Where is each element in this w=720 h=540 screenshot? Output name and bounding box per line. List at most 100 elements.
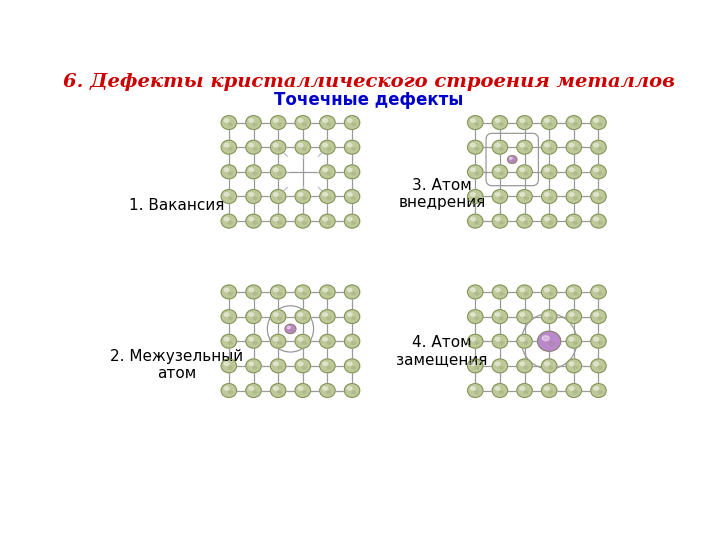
Ellipse shape xyxy=(249,387,253,390)
Ellipse shape xyxy=(520,144,525,147)
Ellipse shape xyxy=(344,334,360,348)
Ellipse shape xyxy=(500,391,503,394)
Ellipse shape xyxy=(246,214,261,228)
Ellipse shape xyxy=(520,193,525,196)
Ellipse shape xyxy=(500,366,503,369)
Ellipse shape xyxy=(566,359,582,373)
Ellipse shape xyxy=(249,313,253,316)
Text: 3. Атом
внедрения: 3. Атом внедрения xyxy=(399,178,486,211)
Ellipse shape xyxy=(348,144,352,147)
Text: 4. Атом
замещения: 4. Атом замещения xyxy=(397,335,488,367)
Ellipse shape xyxy=(295,359,310,373)
Ellipse shape xyxy=(320,214,335,228)
Ellipse shape xyxy=(495,313,500,316)
Ellipse shape xyxy=(524,197,528,200)
Ellipse shape xyxy=(590,214,606,228)
Ellipse shape xyxy=(221,359,237,373)
Ellipse shape xyxy=(520,387,525,390)
Ellipse shape xyxy=(467,140,483,154)
Ellipse shape xyxy=(492,285,508,299)
Ellipse shape xyxy=(570,144,574,147)
Ellipse shape xyxy=(221,334,237,348)
Ellipse shape xyxy=(298,193,303,196)
Ellipse shape xyxy=(320,165,335,179)
Ellipse shape xyxy=(570,288,574,292)
Ellipse shape xyxy=(566,309,582,323)
Ellipse shape xyxy=(520,288,525,292)
Ellipse shape xyxy=(594,119,598,122)
Ellipse shape xyxy=(295,140,310,154)
Ellipse shape xyxy=(594,193,598,196)
Ellipse shape xyxy=(327,391,331,394)
Ellipse shape xyxy=(471,362,475,366)
Ellipse shape xyxy=(566,214,582,228)
Ellipse shape xyxy=(344,190,360,204)
Ellipse shape xyxy=(298,338,303,341)
Ellipse shape xyxy=(542,336,549,341)
Ellipse shape xyxy=(510,157,512,159)
Ellipse shape xyxy=(570,119,574,122)
Ellipse shape xyxy=(351,197,356,200)
Ellipse shape xyxy=(475,292,479,295)
Ellipse shape xyxy=(246,116,261,130)
Ellipse shape xyxy=(517,214,532,228)
Ellipse shape xyxy=(224,119,229,122)
Ellipse shape xyxy=(320,309,335,323)
Ellipse shape xyxy=(492,140,508,154)
Ellipse shape xyxy=(327,147,331,150)
Ellipse shape xyxy=(492,214,508,228)
Ellipse shape xyxy=(323,193,328,196)
Ellipse shape xyxy=(467,285,483,299)
Ellipse shape xyxy=(467,334,483,348)
Ellipse shape xyxy=(278,366,282,369)
Ellipse shape xyxy=(590,190,606,204)
Ellipse shape xyxy=(471,288,475,292)
Ellipse shape xyxy=(598,221,602,224)
Ellipse shape xyxy=(598,317,602,320)
Ellipse shape xyxy=(224,338,229,341)
Ellipse shape xyxy=(298,313,303,316)
Ellipse shape xyxy=(495,288,500,292)
Ellipse shape xyxy=(253,317,257,320)
Ellipse shape xyxy=(274,168,278,172)
Ellipse shape xyxy=(475,197,479,200)
Ellipse shape xyxy=(570,217,574,221)
Ellipse shape xyxy=(344,116,360,130)
Text: 2. Межузельный
атом: 2. Межузельный атом xyxy=(110,349,243,381)
Ellipse shape xyxy=(520,168,525,172)
Ellipse shape xyxy=(271,116,286,130)
Ellipse shape xyxy=(520,338,525,341)
Ellipse shape xyxy=(221,214,237,228)
Ellipse shape xyxy=(471,119,475,122)
Ellipse shape xyxy=(221,165,237,179)
Ellipse shape xyxy=(475,342,479,345)
Ellipse shape xyxy=(295,383,310,397)
Ellipse shape xyxy=(351,172,356,175)
Ellipse shape xyxy=(253,197,257,200)
Ellipse shape xyxy=(302,221,306,224)
Ellipse shape xyxy=(517,190,532,204)
Ellipse shape xyxy=(544,288,549,292)
Ellipse shape xyxy=(517,359,532,373)
Ellipse shape xyxy=(598,147,602,150)
Ellipse shape xyxy=(566,383,582,397)
Ellipse shape xyxy=(351,147,356,150)
Ellipse shape xyxy=(594,387,598,390)
Ellipse shape xyxy=(271,334,286,348)
Ellipse shape xyxy=(249,217,253,221)
Ellipse shape xyxy=(549,147,553,150)
Ellipse shape xyxy=(467,383,483,397)
Ellipse shape xyxy=(549,342,554,346)
Ellipse shape xyxy=(295,214,310,228)
Ellipse shape xyxy=(274,362,278,366)
Ellipse shape xyxy=(246,165,261,179)
Ellipse shape xyxy=(298,217,303,221)
Ellipse shape xyxy=(570,362,574,366)
Ellipse shape xyxy=(278,292,282,295)
Ellipse shape xyxy=(594,313,598,316)
Ellipse shape xyxy=(298,144,303,147)
Ellipse shape xyxy=(228,391,233,394)
Ellipse shape xyxy=(598,342,602,345)
Ellipse shape xyxy=(278,317,282,320)
Ellipse shape xyxy=(327,123,331,126)
